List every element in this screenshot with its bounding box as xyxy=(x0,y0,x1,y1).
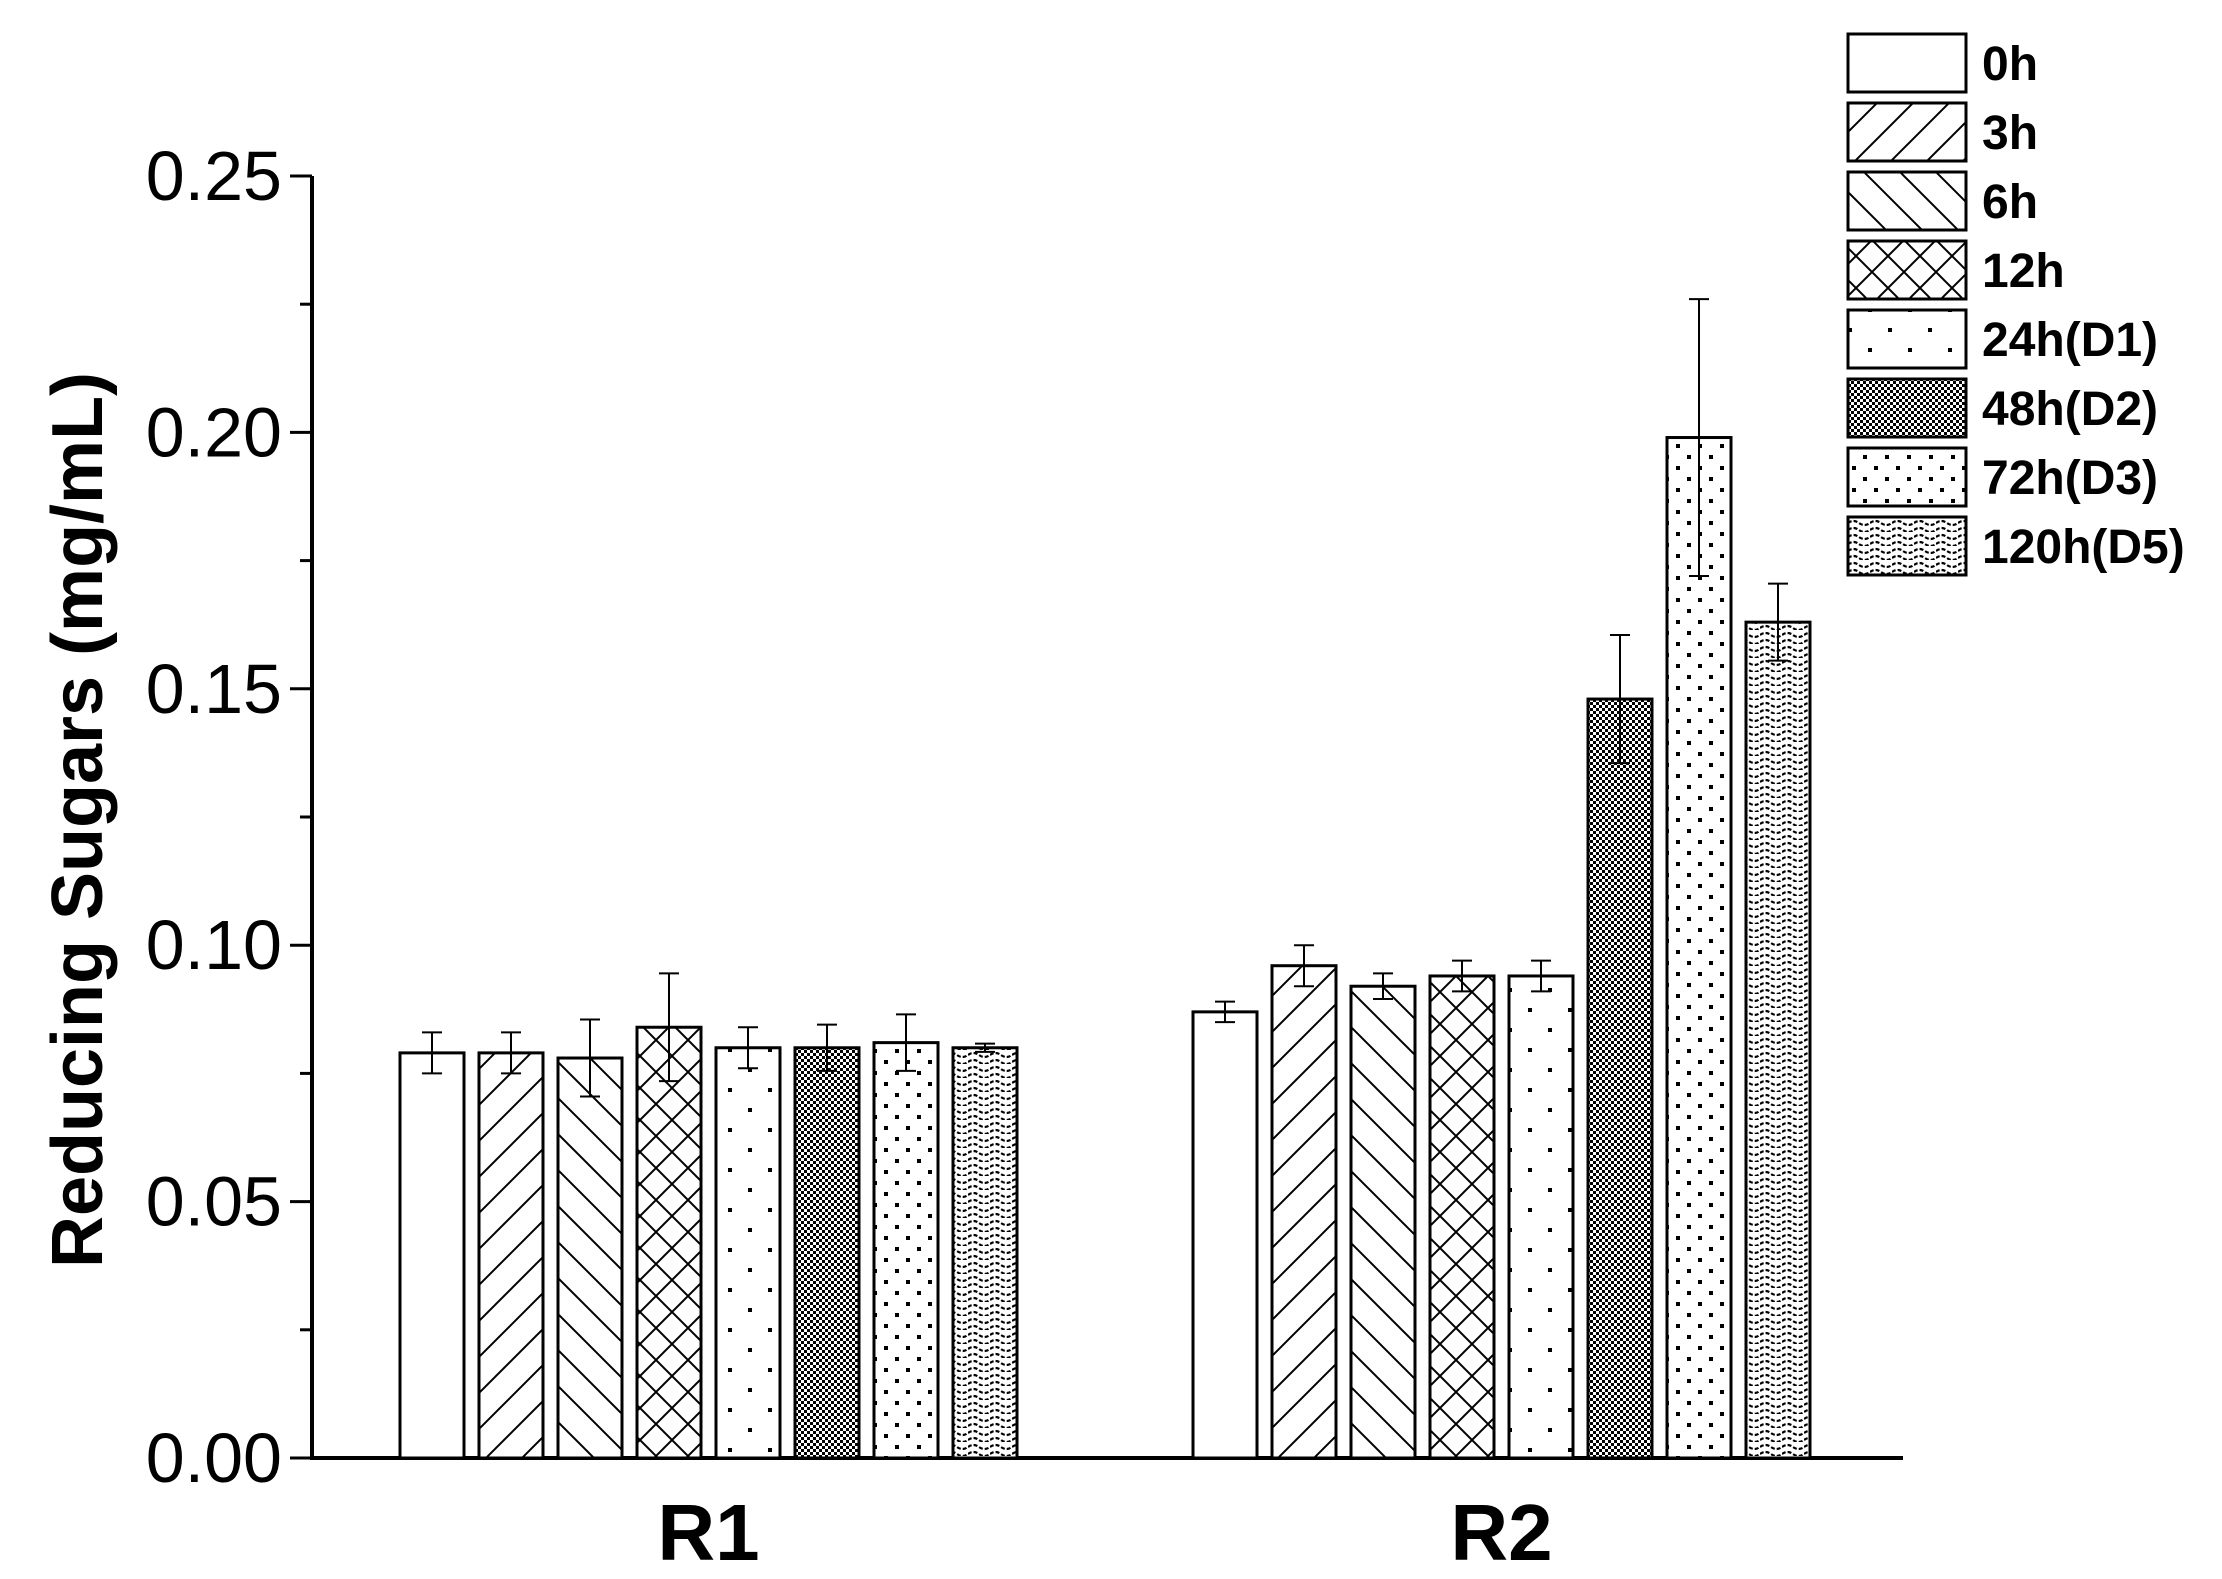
bar xyxy=(1507,974,1575,1460)
y-tick-label: 0.00 xyxy=(146,1419,282,1497)
bar xyxy=(1270,964,1338,1460)
bar xyxy=(1191,1010,1259,1460)
legend-label: 120h(D5) xyxy=(1982,521,2185,574)
bar xyxy=(1349,984,1417,1460)
bar xyxy=(714,1046,782,1460)
legend-swatch xyxy=(1846,446,1968,508)
bars-layer xyxy=(398,298,1812,1460)
bar xyxy=(398,1051,466,1460)
bar xyxy=(951,1046,1019,1460)
legend-label: 24h(D1) xyxy=(1982,314,2158,367)
y-tick-label: 0.25 xyxy=(146,137,282,215)
bar xyxy=(556,1056,624,1460)
x-category-label: R1 xyxy=(657,1488,759,1574)
y-axis-title: Reducing Sugars (mg/mL) xyxy=(38,372,118,1268)
legend-label: 72h(D3) xyxy=(1982,452,2158,505)
legend-swatch xyxy=(1846,515,1968,577)
legend-swatch xyxy=(1846,239,1968,301)
bar xyxy=(635,1025,703,1460)
legend-swatch xyxy=(1846,377,1968,439)
legend-label: 48h(D2) xyxy=(1982,383,2158,436)
y-tick-label: 0.15 xyxy=(146,650,282,728)
legend-swatch xyxy=(1846,101,1968,163)
axis-layer: 0.00 0.05 0.10 0.15 0.20 0.25 R1 R2 xyxy=(146,137,1903,1577)
bar xyxy=(1586,697,1654,1460)
legend-swatch xyxy=(1846,170,1968,232)
legend: 0h 3h 6h 12h 24h(D1) 48h(D2) 72h(D3) 120h(D5) xyxy=(1846,32,2185,577)
bar xyxy=(1744,620,1812,1460)
legend-swatch xyxy=(1846,32,1968,94)
bar xyxy=(1665,436,1733,1460)
legend-swatch xyxy=(1846,308,1968,370)
legend-label: 0h xyxy=(1982,38,2038,91)
legend-label: 6h xyxy=(1982,176,2038,229)
bar xyxy=(1428,974,1496,1460)
y-tick-label: 0.05 xyxy=(146,1163,282,1241)
bar xyxy=(477,1051,545,1460)
legend-label: 3h xyxy=(1982,107,2038,160)
x-category-label: R2 xyxy=(1450,1488,1552,1574)
legend-label: 12h xyxy=(1982,245,2065,298)
bar xyxy=(872,1041,940,1460)
bar xyxy=(793,1046,861,1460)
y-tick-label: 0.10 xyxy=(146,906,282,984)
y-tick-label: 0.20 xyxy=(146,393,282,471)
